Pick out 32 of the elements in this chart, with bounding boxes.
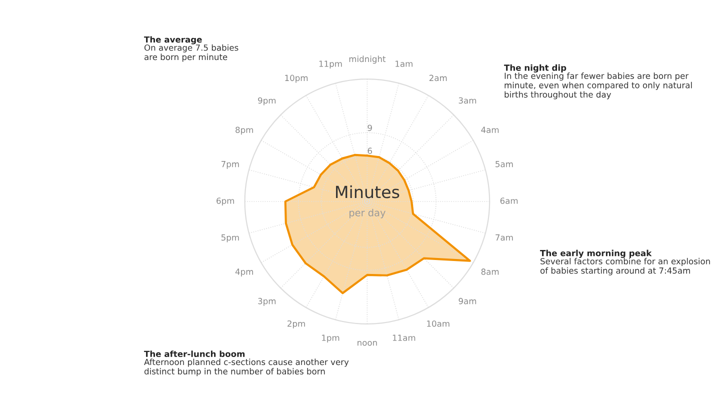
spoke-label: 7pm xyxy=(222,161,239,169)
spoke-label: midnight xyxy=(349,56,386,64)
y-tick-label: 9 xyxy=(368,124,372,132)
spoke-label: 8am xyxy=(481,268,499,275)
spoke-label: 1am xyxy=(396,60,412,67)
spoke-label: 2pm xyxy=(288,320,305,328)
spoke-label: 7am xyxy=(496,234,513,241)
spoke-label: 2am xyxy=(429,74,447,82)
text: Minutes xyxy=(336,185,400,198)
text: per day xyxy=(350,208,386,218)
spoke-label: 6pm xyxy=(216,198,234,206)
spoke-label: 5am xyxy=(496,161,513,168)
text: The after-lunch boom Afternoon planned c-sections cause another very distinct bump in the number of babies born xyxy=(144,350,349,376)
spoke-label: 11pm xyxy=(319,60,342,69)
spoke-label: 3am xyxy=(458,97,476,104)
text: The early morning peak Several factors combine for an explosion of babies starting around at 7:45am xyxy=(540,250,710,276)
spoke-label: 10pm xyxy=(285,74,308,83)
spoke-label: 6am xyxy=(500,198,518,204)
spoke-label: 5pm xyxy=(221,234,239,242)
spoke-label: 10am xyxy=(427,320,450,327)
spoke-label: 9am xyxy=(458,298,476,304)
spoke-label: 3pm xyxy=(258,298,276,306)
spoke-label: 9pm xyxy=(258,97,276,106)
spoke-label: noon xyxy=(358,340,377,346)
text: The night dip In the evening far fewer babies are born per minute, even when compared to only natural births throughout the day xyxy=(504,64,692,100)
spoke-label: 1pm xyxy=(322,334,340,343)
spoke-label: 4am xyxy=(481,126,499,133)
spoke-label: 8pm xyxy=(236,126,254,135)
spoke-label: 4pm xyxy=(235,268,254,276)
spoke-label: 11am xyxy=(392,334,416,341)
y-tick-label: 6 xyxy=(368,148,372,154)
text: The average On average 7.5 babies are born per minute xyxy=(144,36,238,62)
